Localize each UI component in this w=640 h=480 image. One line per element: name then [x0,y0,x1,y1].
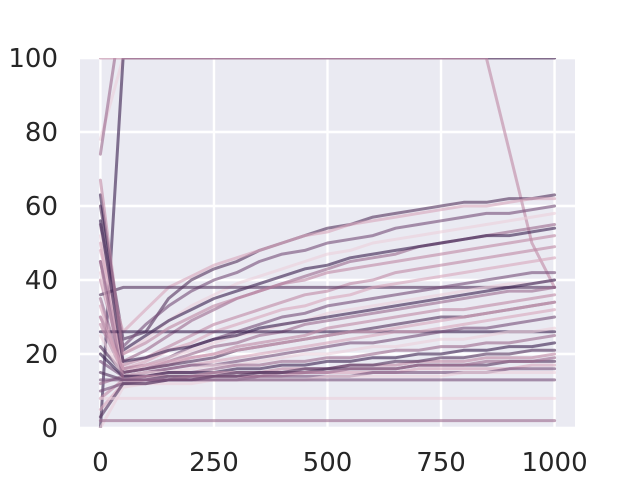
x-tick-label: 1000 [521,448,587,478]
x-tick-label: 750 [416,448,466,478]
series-line [98,178,557,356]
series-line [98,193,557,341]
series-line [98,245,557,367]
series-line [98,197,557,334]
x-tick-label: 0 [92,448,109,478]
series-line [98,315,557,378]
y-tick-label: 20 [25,340,58,370]
x-tick-label: 500 [303,448,353,478]
series-line [98,204,557,349]
series-line [98,341,557,378]
y-tick-label: 80 [25,118,58,148]
y-tick-label: 0 [41,414,58,444]
series-line [98,271,557,374]
y-tick-label: 100 [8,44,58,74]
series-layer [98,58,557,428]
series-line [98,371,557,428]
series-line [98,300,557,371]
series-line [98,193,557,352]
series-line [98,219,557,363]
y-tick-label: 60 [25,192,58,222]
y-tick-label: 40 [25,266,58,296]
x-tick-label: 250 [189,448,239,478]
